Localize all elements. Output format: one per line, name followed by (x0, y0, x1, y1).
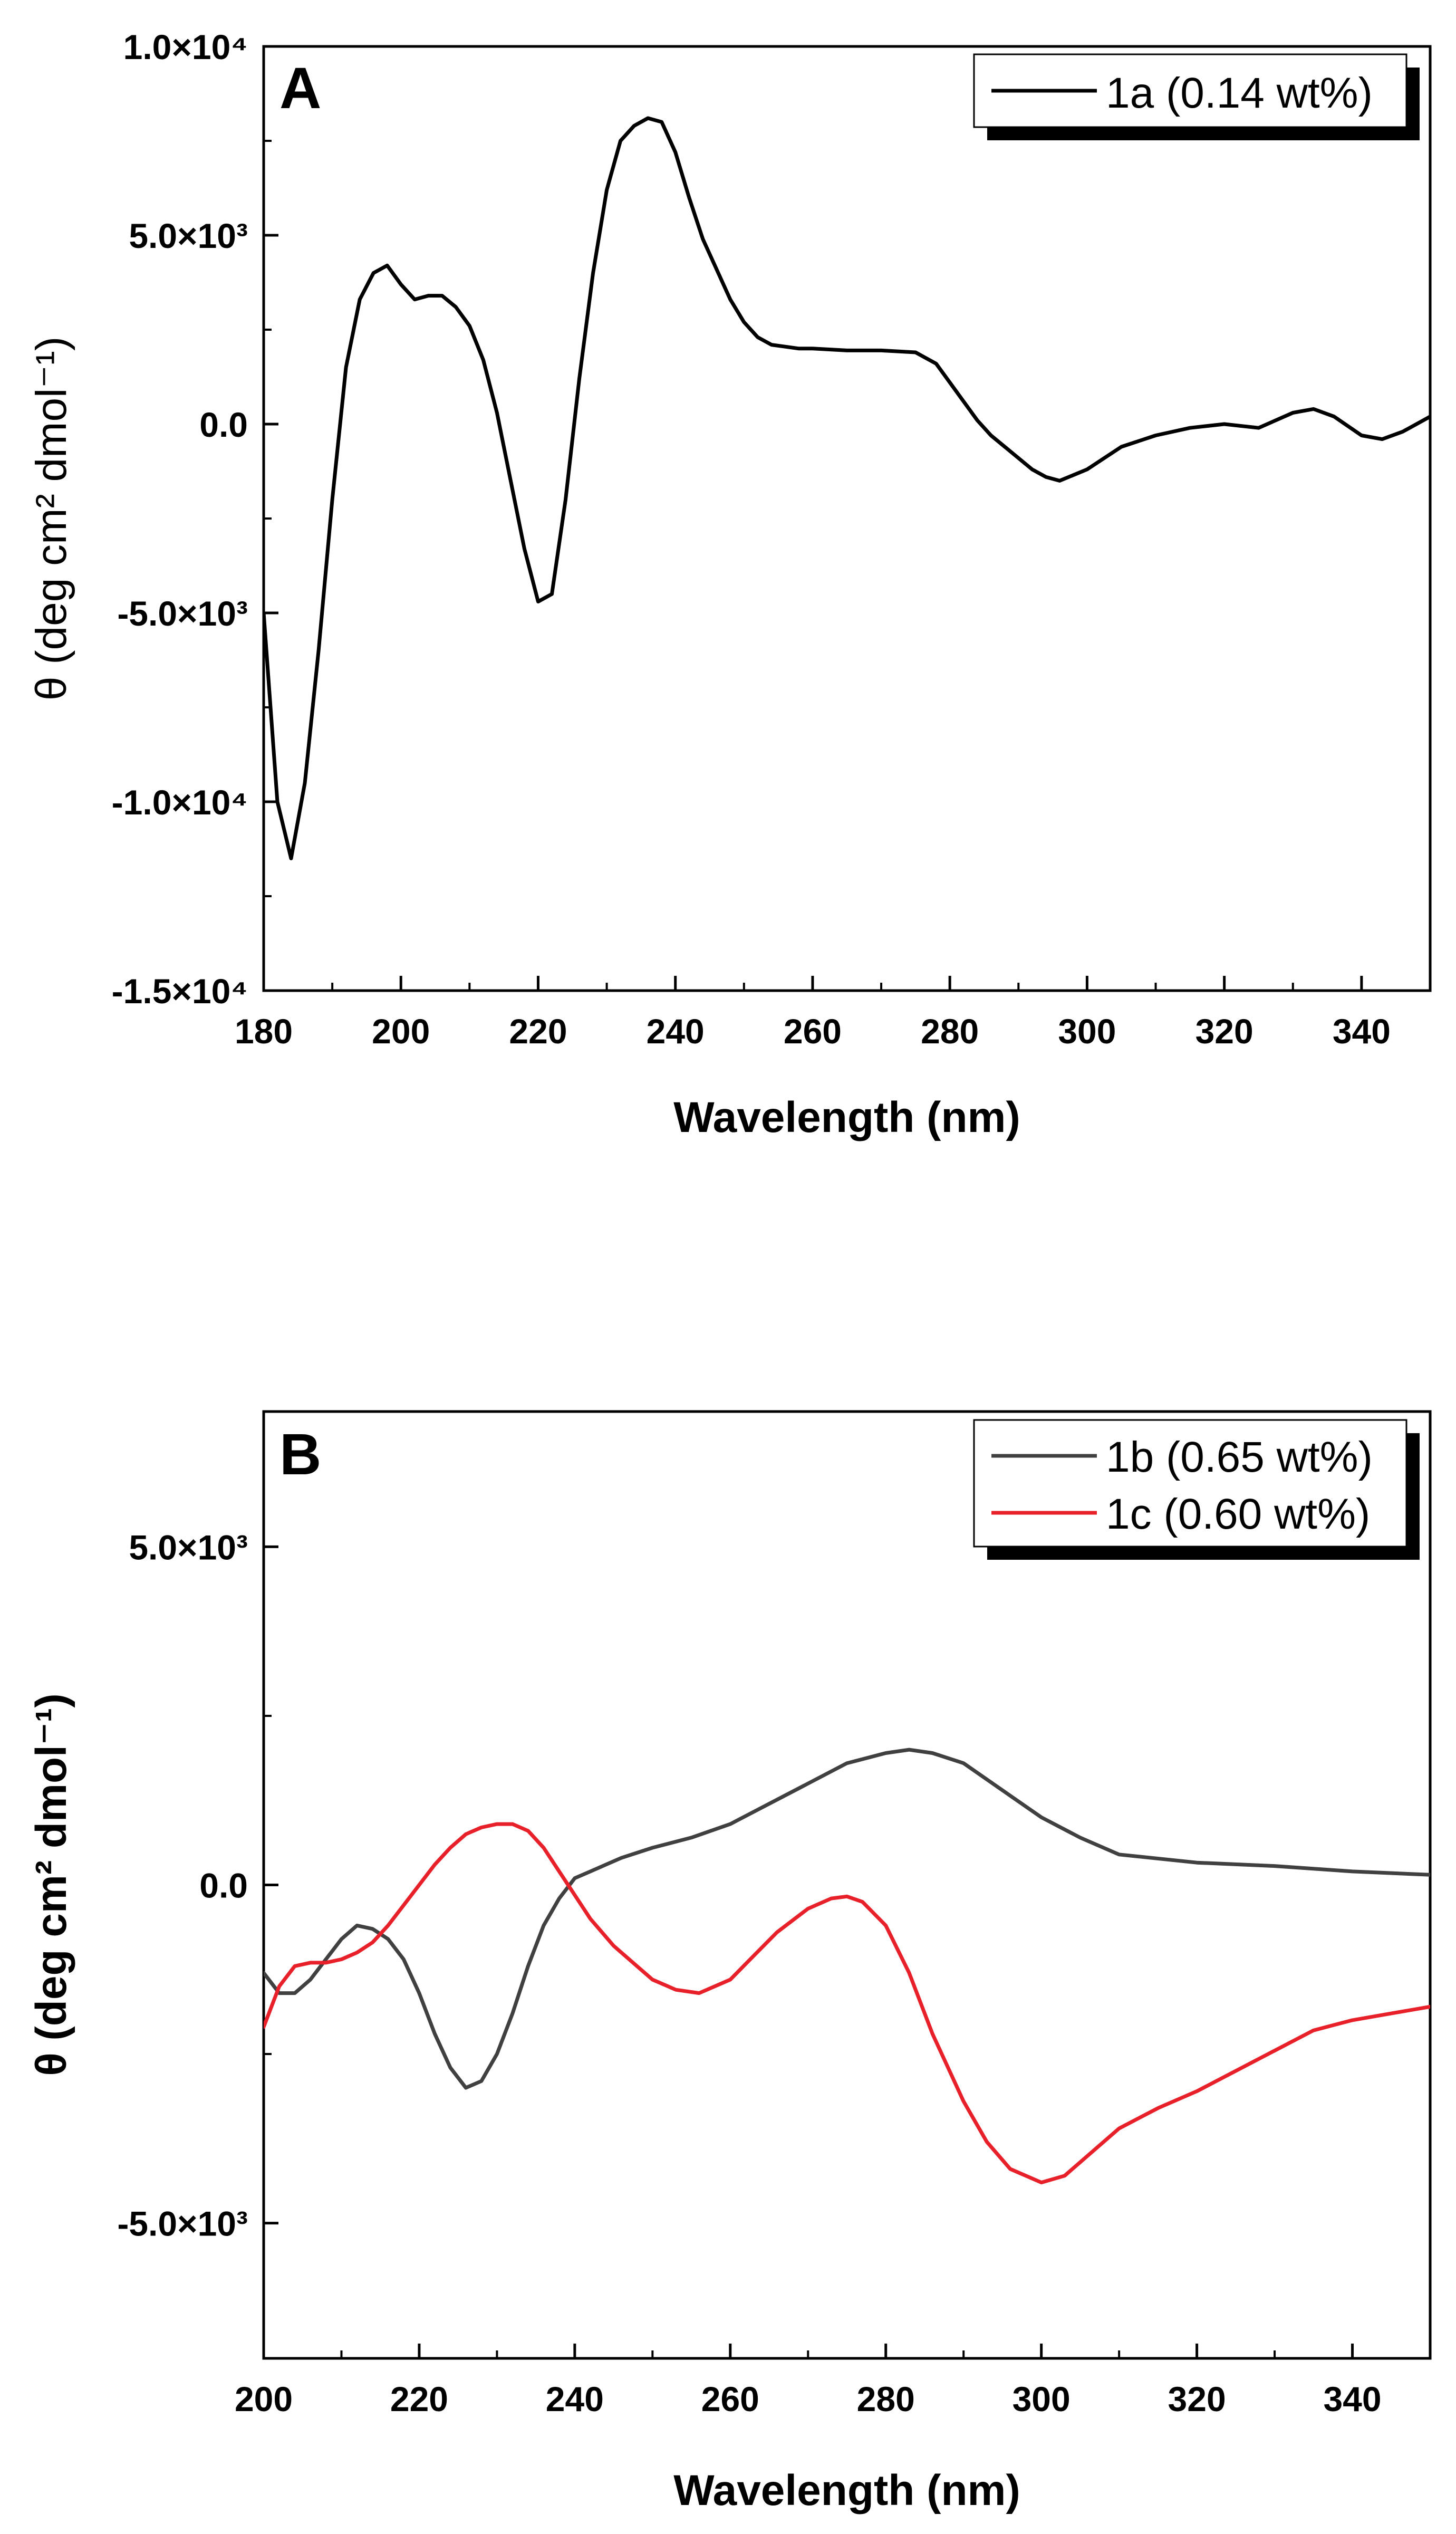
panel-b-label: B (279, 1422, 321, 1487)
panel-a-x-tick-label: 200 (372, 1012, 430, 1051)
panel-a-y-tick-label: 0.0 (199, 405, 248, 444)
panel-b-x-tick-label: 200 (235, 2379, 293, 2418)
panel-a-x-tick-label: 220 (509, 1012, 567, 1051)
panel-a-x-tick-label: 320 (1195, 1012, 1253, 1051)
panel-a-y-tick-label: 1.0×10⁴ (123, 27, 248, 66)
panel-b-legend-box (973, 1419, 1407, 1548)
panel-a-x-tick-label: 180 (235, 1012, 293, 1051)
panel-a-x-axis-label: Wavelength (nm) (673, 1093, 1020, 1141)
panel-a-label: A (279, 56, 321, 121)
panel-b-x-ticks: 200 220 240 260 280 300 320 340 (235, 2344, 1382, 2418)
panel-b-series-group (264, 1748, 1430, 2185)
panel-b-legend-entry-1c: 1c (0.60 wt%) (1106, 1490, 1370, 1538)
panel-b-x-axis-label: Wavelength (nm) (673, 2466, 1020, 2514)
panel-a-legend-entry-1a: 1a (0.14 wt%) (1106, 69, 1373, 117)
panel-b-x-tick-label: 300 (1013, 2379, 1071, 2418)
panel-b-x-tick-label: 320 (1168, 2379, 1226, 2418)
panel-a-y-tick-label: -5.0×10³ (117, 594, 248, 633)
panel-b-x-tick-label: 340 (1323, 2379, 1381, 2418)
panel-b-x-tick-label: 240 (546, 2379, 604, 2418)
panel-a-x-tick-label: 280 (921, 1012, 979, 1051)
panel-a-x-tick-label: 240 (647, 1012, 705, 1051)
panel-b-y-tick-label: 0.0 (199, 1866, 248, 1905)
panel-b-x-tick-label: 280 (857, 2379, 915, 2418)
panel-a-x-tick-label: 340 (1333, 1012, 1391, 1051)
panel-b-legend-entry-1b: 1b (0.65 wt%) (1106, 1433, 1373, 1481)
panel-a-x-ticks: 180 200 220 240 260 280 300 320 340 (235, 976, 1391, 1051)
panel-b-series-line-1c (264, 1822, 1430, 2185)
panel-b-legend: 1b (0.65 wt%) 1c (0.60 wt%) (973, 1419, 1420, 1560)
panel-a-y-tick-label: -1.0×10⁴ (112, 783, 248, 822)
panel-a-chart: 180 200 220 240 260 280 300 320 340 -1.5×10⁴ -1.0… (27, 27, 1432, 1141)
panel-b-x-tick-label: 260 (701, 2379, 759, 2418)
panel-b-chart: 200 220 240 260 280 300 320 340 -5.0×10³ 0.0 5.0×… (27, 1410, 1432, 2514)
panel-a-plot-frame (262, 45, 1432, 992)
panel-b-x-tick-label: 220 (390, 2379, 448, 2418)
panel-a-y-tick-label: 5.0×10³ (129, 216, 248, 255)
panel-a-series-line-1a (264, 116, 1430, 860)
panel-a-series-group (264, 116, 1430, 860)
panel-a-y-tick-label: -1.5×10⁴ (112, 972, 248, 1011)
panel-b-y-tick-label: -5.0×10³ (117, 2204, 248, 2243)
panel-a-x-tick-label: 300 (1058, 1012, 1116, 1051)
panel-a-x-tick-label: 260 (784, 1012, 842, 1051)
panel-b-y-axis-label: θ (deg cm² dmol⁻¹) (27, 1693, 75, 2076)
panel-a-y-ticks: -1.5×10⁴ -1.0×10⁴ -5.0×10³ 0.0 5.0×10³ 1.0×10… (112, 27, 278, 1011)
panel-b-series-line-1b (264, 1748, 1430, 2090)
panel-b-y-tick-label: 5.0×10³ (129, 1528, 248, 1567)
panel-a-y-axis-label: θ (deg cm² dmol⁻¹) (27, 337, 75, 700)
panel-b-y-ticks: -5.0×10³ 0.0 5.0×10³ (117, 1528, 278, 2243)
panel-a-legend: 1a (0.14 wt%) (973, 53, 1420, 140)
